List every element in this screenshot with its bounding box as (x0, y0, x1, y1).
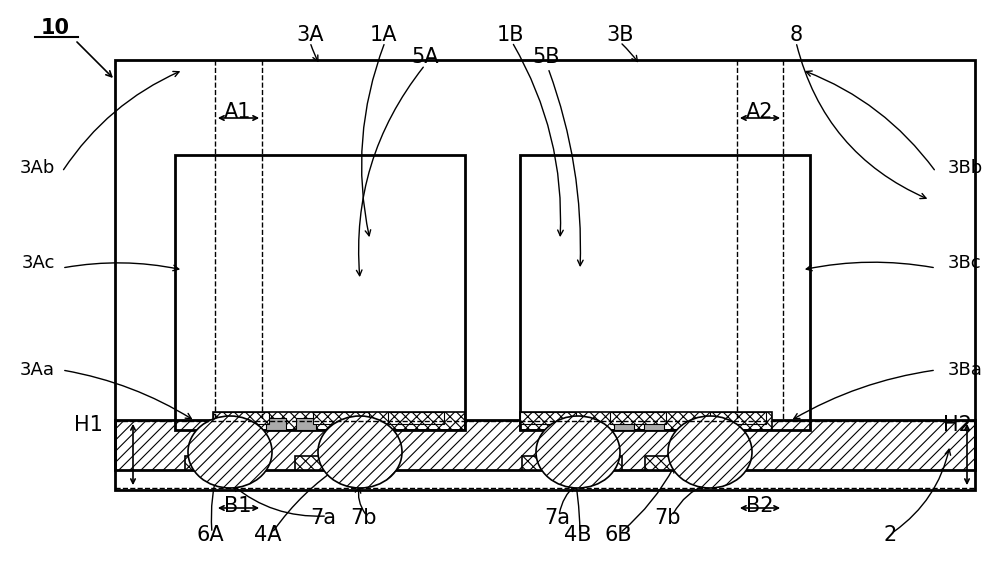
Bar (645, 456, 707, 470)
Text: B2: B2 (746, 496, 774, 516)
Bar (115, 60, 975, 490)
Text: 3Ba: 3Ba (948, 361, 983, 379)
Ellipse shape (188, 416, 272, 488)
Bar (710, 412, 766, 424)
Bar (115, 420, 975, 470)
Bar (520, 155, 810, 430)
Bar (610, 412, 666, 424)
Text: 6B: 6B (604, 525, 632, 545)
Bar (175, 155, 465, 193)
Text: 1B: 1B (496, 25, 524, 45)
Bar (266, 418, 286, 430)
Text: 3Bb: 3Bb (948, 159, 983, 177)
Text: A1: A1 (224, 102, 252, 122)
Bar (388, 412, 444, 424)
Text: 3Aa: 3Aa (20, 361, 55, 379)
Text: 1A: 1A (369, 25, 397, 45)
Text: 7a: 7a (310, 508, 336, 528)
Text: 10: 10 (40, 18, 70, 38)
Text: 4A: 4A (254, 525, 282, 545)
Bar (522, 456, 622, 470)
Text: B1: B1 (224, 496, 252, 516)
Text: 7b: 7b (350, 508, 376, 528)
Bar (213, 193, 465, 430)
Bar (644, 418, 664, 430)
Text: 5B: 5B (532, 47, 560, 67)
Bar (213, 412, 465, 430)
Text: 3Ab: 3Ab (20, 159, 55, 177)
Bar (520, 412, 772, 430)
Text: 3Ac: 3Ac (22, 254, 55, 272)
Bar (185, 456, 247, 470)
Ellipse shape (668, 416, 752, 488)
Bar (213, 193, 465, 430)
Bar (772, 193, 810, 430)
Text: 6A: 6A (196, 525, 224, 545)
Bar (614, 418, 634, 430)
Bar (115, 60, 975, 490)
Bar (175, 155, 465, 430)
Text: 5A: 5A (411, 47, 439, 67)
Bar (213, 193, 465, 430)
Bar (313, 412, 369, 424)
Text: 4B: 4B (564, 525, 592, 545)
Ellipse shape (318, 416, 402, 488)
Text: 8: 8 (789, 25, 803, 45)
Text: H2: H2 (943, 415, 971, 435)
Bar (520, 193, 772, 430)
Text: 3A: 3A (296, 25, 324, 45)
Bar (175, 193, 213, 430)
Text: A2: A2 (746, 102, 774, 122)
Bar (520, 155, 810, 193)
Bar (213, 412, 269, 424)
Bar (520, 412, 576, 424)
Text: 7a: 7a (544, 508, 570, 528)
Ellipse shape (536, 416, 620, 488)
Text: H1: H1 (74, 415, 102, 435)
Text: 2: 2 (883, 525, 897, 545)
Bar (296, 418, 316, 430)
Bar (520, 193, 772, 430)
Bar (295, 456, 395, 470)
Bar (520, 193, 772, 430)
Text: 7b: 7b (655, 508, 681, 528)
Text: 3Bc: 3Bc (948, 254, 982, 272)
Text: 3B: 3B (606, 25, 634, 45)
